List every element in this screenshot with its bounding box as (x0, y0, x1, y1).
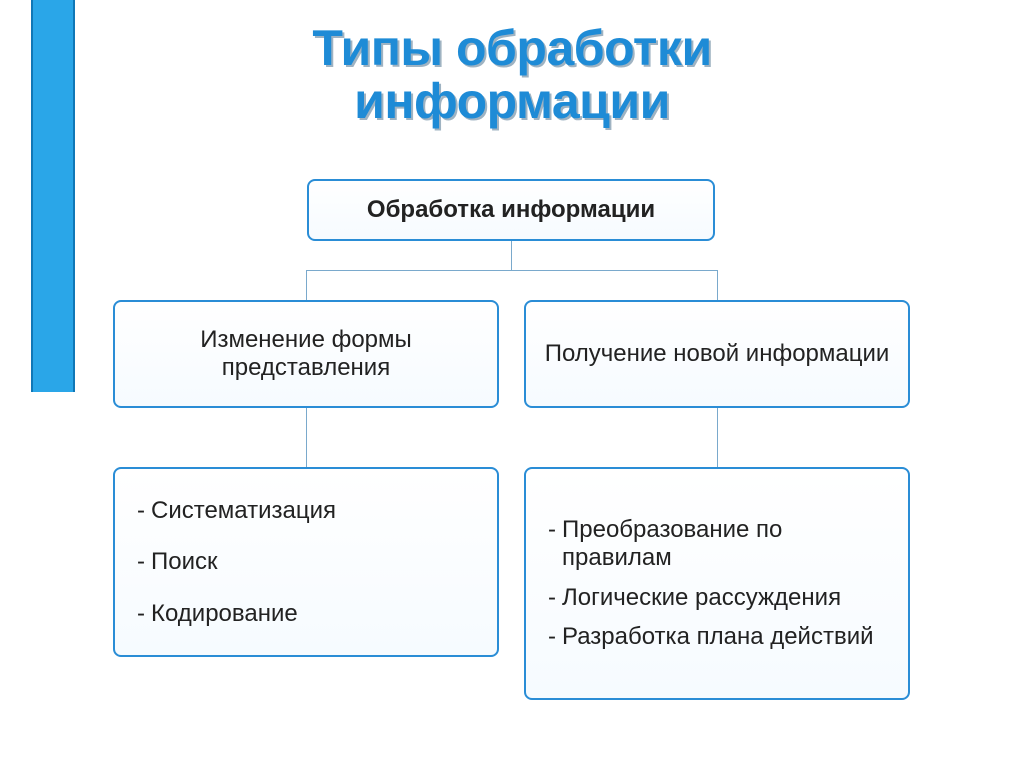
node-branch-right-label: Получение новой информации (536, 340, 898, 368)
node-branch-left-label: Изменение формы представления (125, 326, 487, 382)
bullet-dash: - (548, 584, 556, 612)
list-item-text: Систематизация (151, 497, 479, 525)
title-line-1: Типы обработки (0, 22, 1024, 75)
node-leaf-right: -Преобразование по правилам-Логические р… (524, 467, 910, 700)
list-item-text: Логические рассуждения (562, 584, 890, 612)
bullet-dash: - (137, 600, 145, 628)
connector (306, 270, 307, 300)
list-item-text: Поиск (151, 548, 479, 576)
list-item: -Разработка плана действий (548, 623, 890, 651)
connector (306, 270, 717, 271)
node-branch-right: Получение новой информации (524, 300, 910, 408)
list-item: -Систематизация (137, 497, 479, 525)
list-item: -Поиск (137, 548, 479, 576)
node-branch-left: Изменение формы представления (113, 300, 499, 408)
bullet-dash: - (137, 548, 145, 576)
list-item: -Преобразование по правилам (548, 516, 890, 571)
bullet-dash: - (137, 497, 145, 525)
bullet-dash: - (548, 623, 556, 651)
list-item-text: Разработка плана действий (562, 623, 890, 651)
connector (717, 270, 718, 300)
title-line-2: информации (0, 75, 1024, 128)
list-item: -Кодирование (137, 600, 479, 628)
slide-title: Типы обработки информации (0, 22, 1024, 127)
connector (717, 408, 718, 467)
list-item: -Логические рассуждения (548, 584, 890, 612)
connector (306, 408, 307, 467)
node-root: Обработка информации (307, 179, 715, 241)
node-root-label: Обработка информации (319, 196, 703, 224)
node-leaf-left: -Систематизация-Поиск-Кодирование (113, 467, 499, 657)
list-item-text: Преобразование по правилам (562, 516, 890, 571)
connector (511, 241, 512, 270)
list-item-text: Кодирование (151, 600, 479, 628)
bullet-dash: - (548, 516, 556, 571)
